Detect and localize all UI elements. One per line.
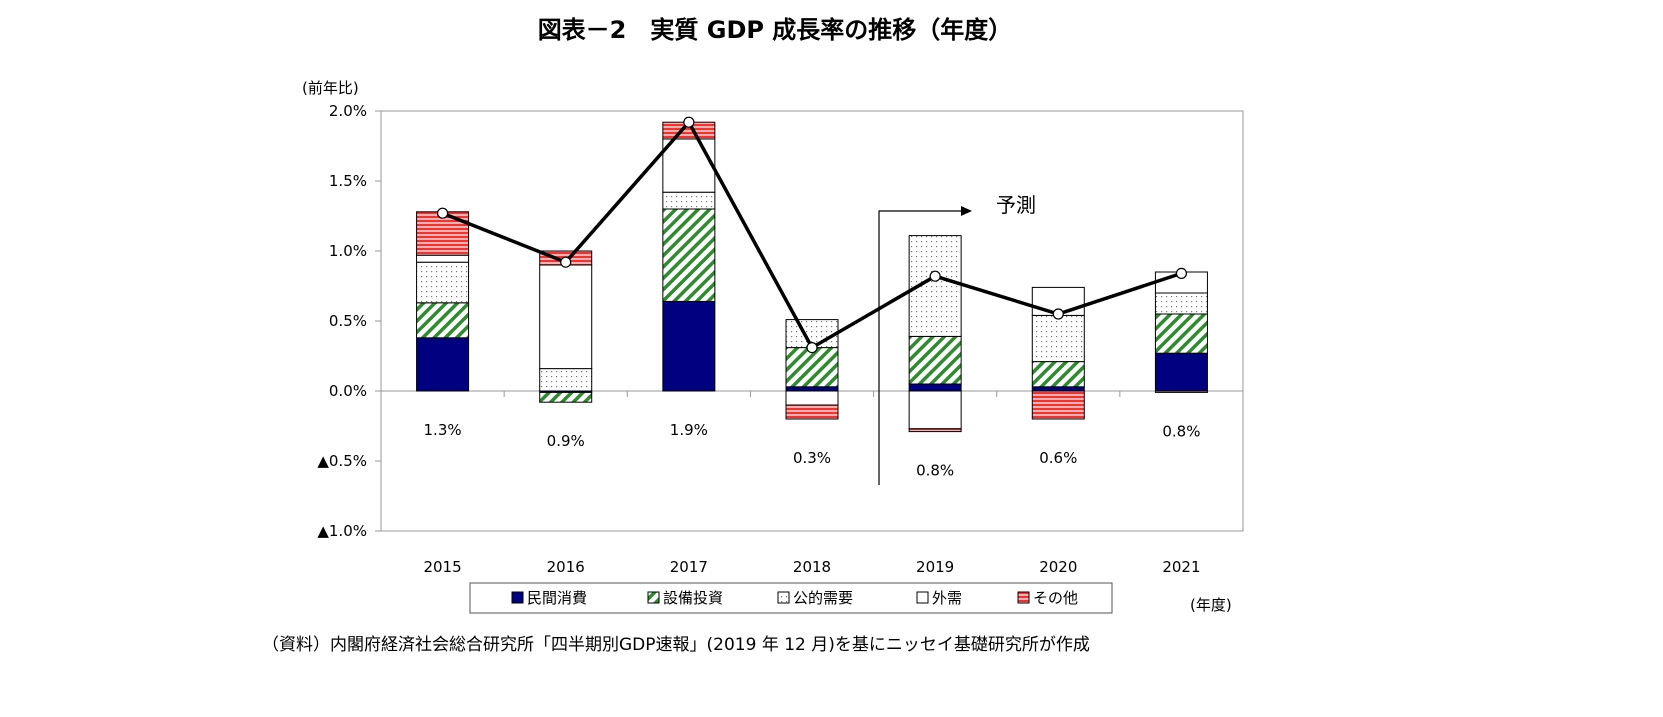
bar-その他-2020 — [1031, 390, 1085, 420]
bar-公的需要-2020 — [1031, 314, 1085, 363]
y-tick-label: 1.0% — [329, 242, 367, 260]
legend-swatch-1 — [647, 591, 660, 604]
bar-民間消費-2021 — [1154, 352, 1208, 392]
bar-設備投資-2020 — [1031, 361, 1085, 388]
bar-公的需要-2016 — [539, 368, 593, 392]
x-tick-label: 2015 — [423, 558, 461, 576]
bar-外需-2018 — [785, 390, 839, 406]
bar-公的需要-2015 — [416, 261, 470, 304]
bar-民間消費-2019 — [908, 383, 962, 392]
gdp-point — [1052, 308, 1064, 320]
bar-公的需要-2017 — [662, 191, 716, 210]
gdp-point — [683, 116, 695, 128]
legend-swatch-0 — [511, 591, 524, 604]
x-axis-unit-label: (年度) — [1190, 596, 1232, 614]
data-label: 0.8% — [1162, 422, 1200, 440]
legend-label: 民間消費 — [527, 589, 587, 607]
x-tick-label: 2021 — [1162, 558, 1200, 576]
legend-label: 外需 — [932, 589, 962, 607]
legend-swatch-3 — [916, 591, 929, 604]
legend-swatch-2 — [777, 591, 790, 604]
x-tick-label: 2019 — [916, 558, 954, 576]
x-tick-label: 2018 — [793, 558, 831, 576]
y-tick-label: 0.5% — [329, 312, 367, 330]
bar-設備投資-2015 — [416, 302, 470, 339]
y-tick-label: 1.5% — [329, 172, 367, 190]
data-label: 0.8% — [916, 462, 954, 480]
bar-その他-2019 — [908, 428, 962, 433]
chart-title: 図表－2 実質 GDP 成長率の推移（年度） — [538, 16, 1013, 44]
gdp-point — [929, 270, 941, 282]
forecast-marker — [878, 206, 972, 485]
x-tick-label: 2017 — [670, 558, 708, 576]
y-tick-label: ▲0.5% — [317, 452, 367, 470]
bar-その他-2021 — [1154, 390, 1208, 393]
legend — [469, 582, 1113, 614]
data-label: 0.3% — [793, 449, 831, 467]
gdp-point — [1175, 267, 1188, 279]
bar-民間消費-2015 — [416, 337, 470, 392]
data-label: 0.6% — [1039, 449, 1077, 467]
y-axis-label: (前年比) — [302, 79, 359, 97]
bar-外需-2017 — [662, 138, 716, 193]
legend-label: 設備投資 — [663, 589, 723, 607]
bar-民間消費-2020 — [1031, 386, 1085, 392]
x-tick-label: 2016 — [547, 558, 585, 576]
data-label: 0.9% — [547, 432, 585, 450]
bar-公的需要-2021 — [1154, 292, 1208, 315]
bar-設備投資-2019 — [908, 335, 962, 385]
bar-外需-2019 — [908, 390, 962, 430]
legend-label: 公的需要 — [793, 589, 853, 607]
bar-民間消費-2018 — [785, 386, 839, 392]
bar-外需-2015 — [416, 254, 470, 263]
legend-swatch-4 — [1017, 591, 1030, 604]
forecast-annotation: 予測 — [996, 193, 1036, 217]
source-note: （資料）内閣府経済社会総合研究所「四半期別GDP速報」(2019 年 12 月)… — [262, 635, 1090, 655]
bar-設備投資-2018 — [785, 347, 839, 388]
y-tick-label: 2.0% — [329, 102, 367, 120]
bar-その他-2018 — [785, 404, 839, 420]
gdp-point — [436, 207, 449, 219]
gdp-point — [806, 342, 818, 354]
bar-設備投資-2021 — [1154, 313, 1208, 354]
y-tick-label: ▲1.0% — [317, 522, 367, 540]
x-tick-label: 2020 — [1039, 558, 1077, 576]
gdp-point — [560, 256, 572, 268]
data-label: 1.3% — [424, 421, 462, 439]
y-tick-label: 0.0% — [329, 382, 367, 400]
bar-民間消費-2017 — [662, 300, 716, 392]
data-label: 1.9% — [670, 421, 708, 439]
bar-外需-2016 — [539, 264, 593, 370]
bar-設備投資-2017 — [662, 208, 716, 302]
bar-設備投資-2016 — [539, 391, 593, 403]
legend-label: その他 — [1033, 589, 1078, 607]
